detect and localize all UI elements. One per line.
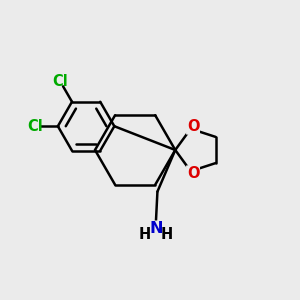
- Text: Cl: Cl: [28, 119, 43, 134]
- Text: H: H: [139, 227, 151, 242]
- Text: O: O: [187, 119, 199, 134]
- Text: O: O: [187, 166, 199, 181]
- Text: H: H: [161, 227, 173, 242]
- Text: N: N: [149, 221, 163, 236]
- Text: Cl: Cl: [52, 74, 68, 89]
